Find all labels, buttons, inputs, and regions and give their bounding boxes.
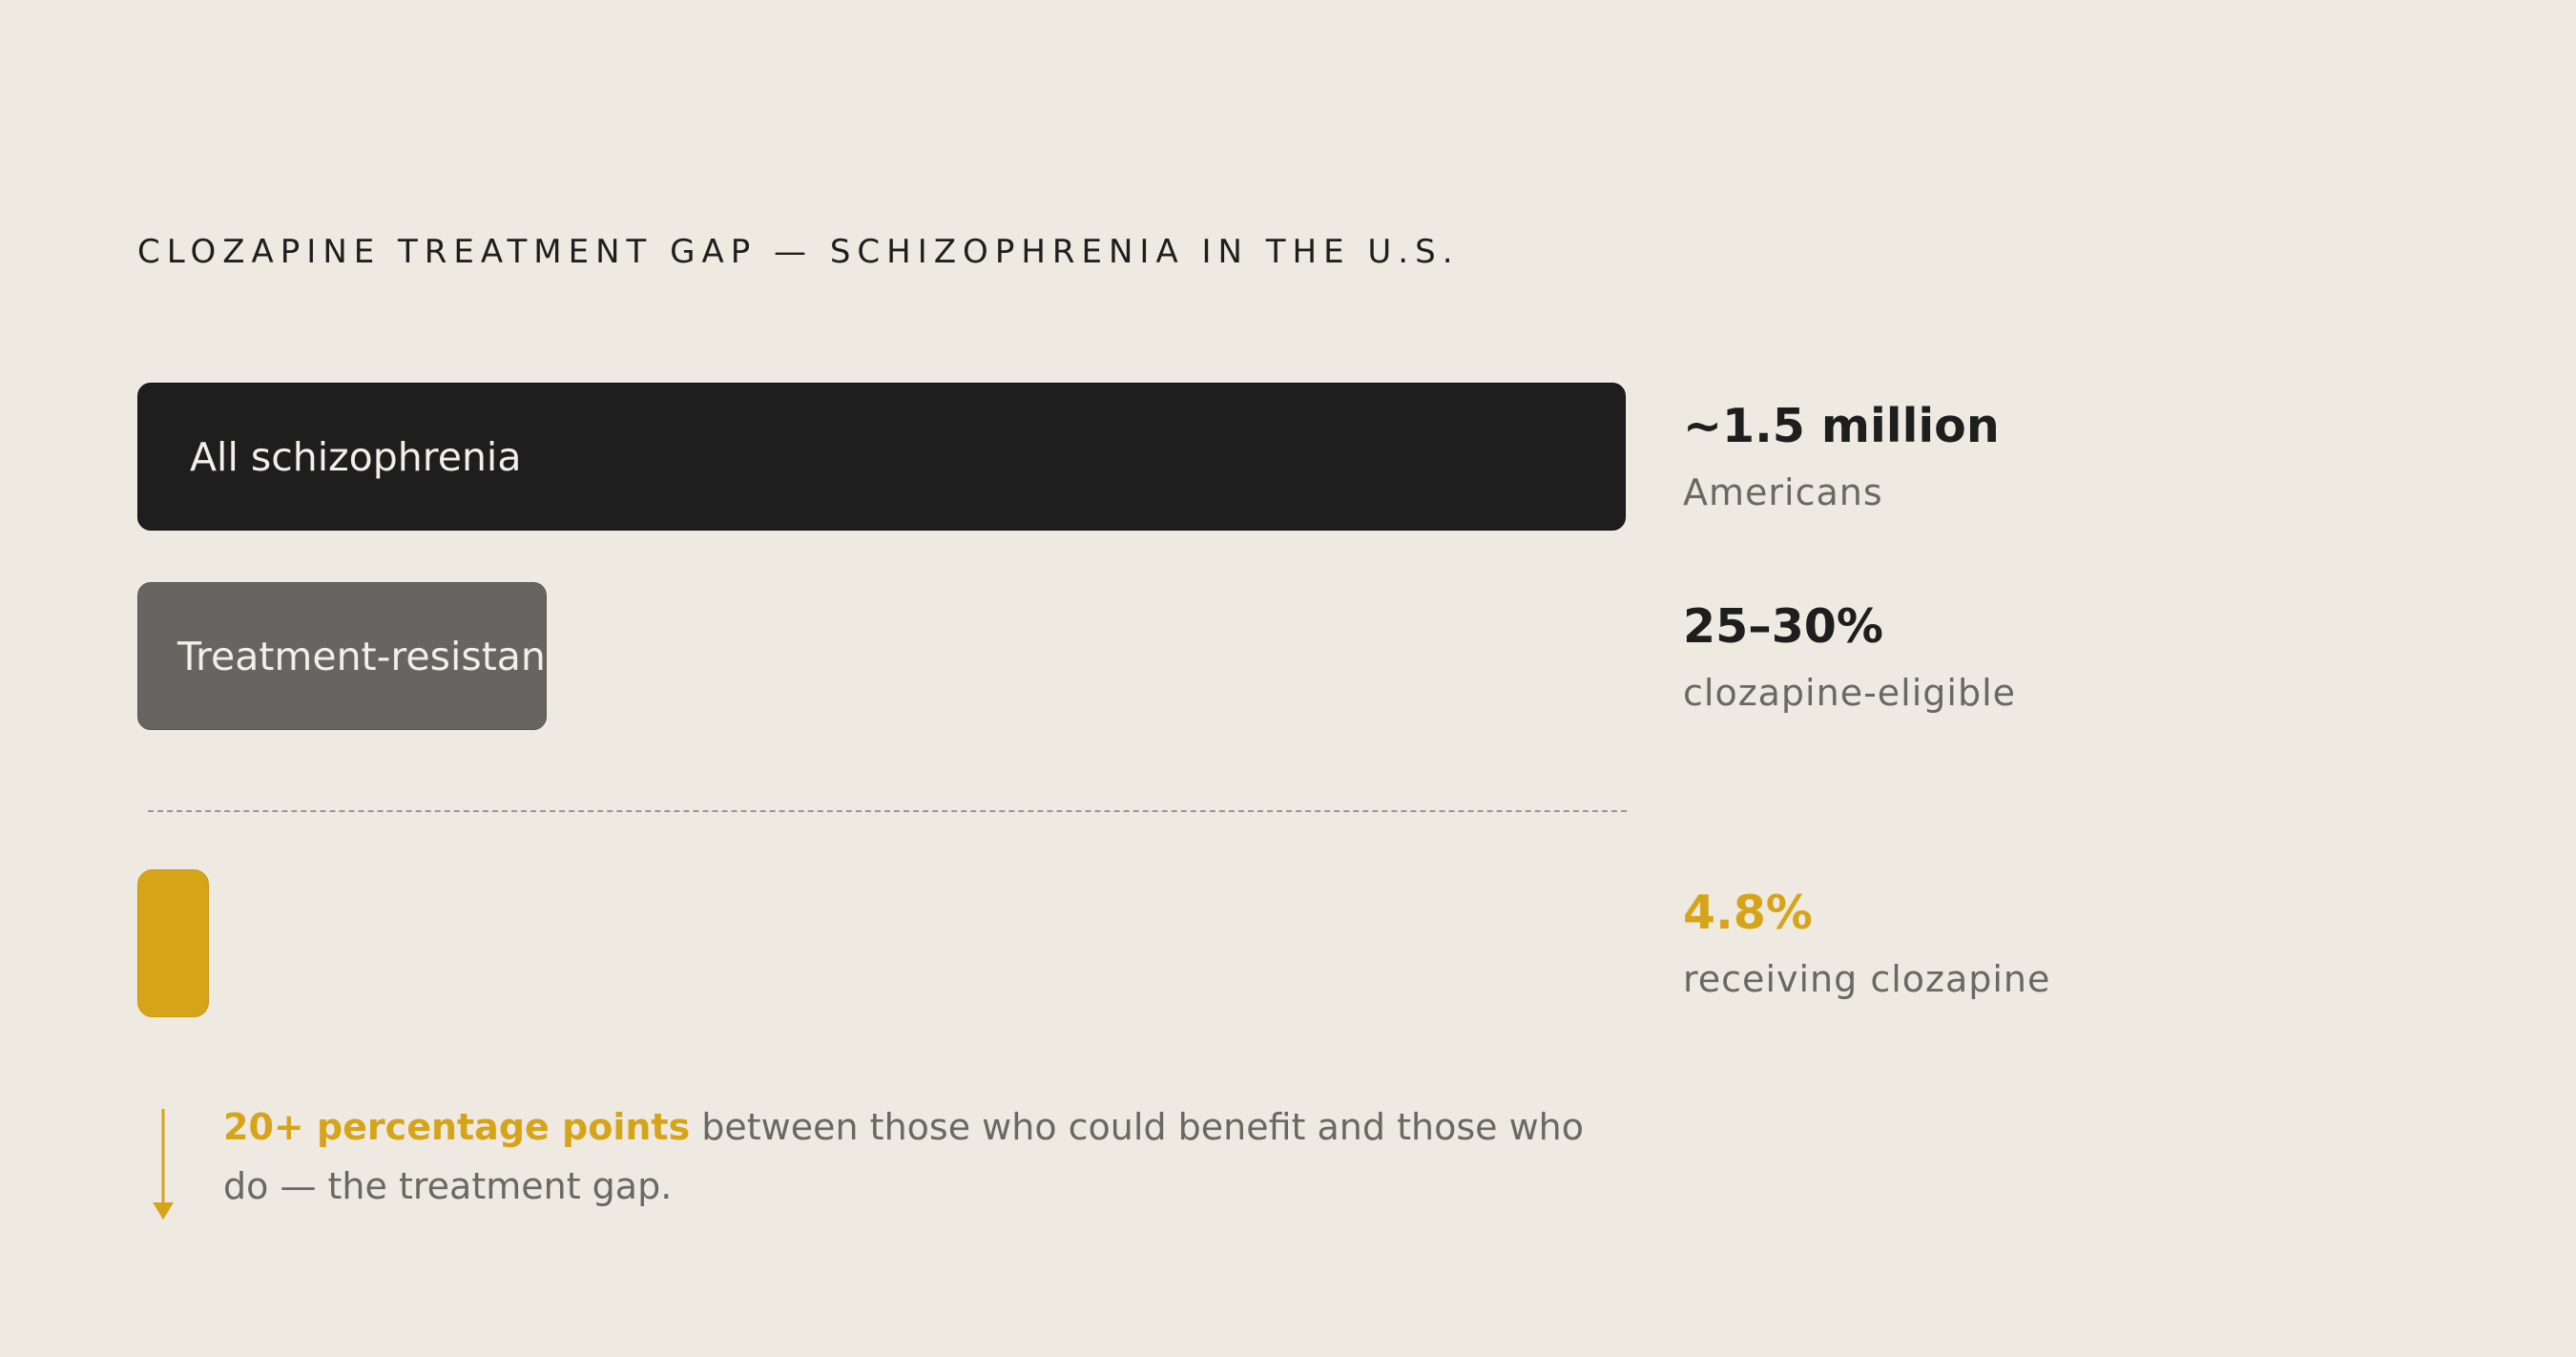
arrow-down-icon (153, 1109, 174, 1220)
bar-all-schizophrenia: All schizophrenia (137, 383, 1626, 531)
annotation-highlight: 20+ percentage points (223, 1106, 691, 1148)
stat-all-schizophrenia: ~1.5 million Americans (1683, 403, 2000, 511)
stat-sub-treatment-resistant: clozapine-eligible (1683, 672, 2017, 714)
treatment-gap-annotation: 20+ percentage points between those who … (223, 1097, 1626, 1216)
dashed-divider (148, 810, 1627, 812)
bar-receiving-clozapine (137, 869, 209, 1017)
chart-title: CLOZAPINE TREATMENT GAP — SCHIZOPHRENIA … (137, 233, 1460, 271)
stat-treatment-resistant: 25–30% clozapine-eligible (1683, 603, 2016, 711)
stat-sub-receiving-clozapine: receiving clozapine (1683, 958, 2051, 1000)
bar-label-treatment-resistant: Treatment-resistant (177, 633, 547, 679)
stat-value-receiving-clozapine: 4.8% (1683, 886, 1813, 940)
stat-value-all-schizophrenia: ~1.5 million (1683, 399, 2000, 453)
annotation-text: between those who could benefit and thos… (223, 1106, 1584, 1207)
bar-treatment-resistant: Treatment-resistant (137, 582, 547, 730)
bar-label-all-schizophrenia: All schizophrenia (190, 433, 522, 480)
stat-receiving-clozapine: 4.8% receiving clozapine (1683, 889, 2050, 997)
stat-sub-all-schizophrenia: Americans (1683, 471, 1883, 513)
stat-value-treatment-resistant: 25–30% (1683, 599, 1883, 654)
